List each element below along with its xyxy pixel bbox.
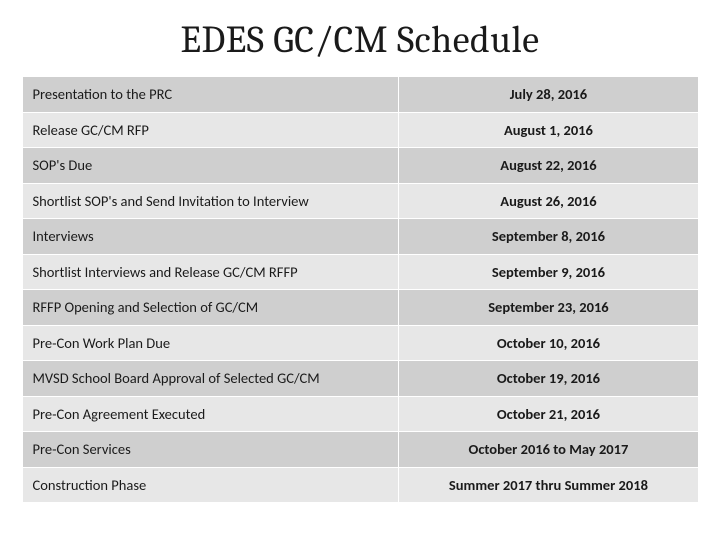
table-row: MVSD School Board Approval of Selected G… — [22, 361, 698, 397]
table-row: Presentation to the PRC July 28, 2016 — [22, 77, 698, 113]
task-cell: Pre-Con Services — [22, 432, 399, 468]
date-cell: September 9, 2016 — [399, 254, 698, 290]
date-cell: September 8, 2016 — [399, 219, 698, 255]
schedule-body: Presentation to the PRC July 28, 2016 Re… — [22, 77, 698, 503]
task-cell: Shortlist SOP's and Send Invitation to I… — [22, 183, 399, 219]
date-cell: October 10, 2016 — [399, 325, 698, 361]
task-cell: Presentation to the PRC — [22, 77, 399, 113]
task-cell: SOP's Due — [22, 148, 399, 184]
date-cell: July 28, 2016 — [399, 77, 698, 113]
task-cell: Shortlist Interviews and Release GC/CM R… — [22, 254, 399, 290]
date-cell: October 2016 to May 2017 — [399, 432, 698, 468]
table-row: Interviews September 8, 2016 — [22, 219, 698, 255]
task-cell: RFFP Opening and Selection of GC/CM — [22, 290, 399, 326]
table-row: Shortlist SOP's and Send Invitation to I… — [22, 183, 698, 219]
date-cell: August 22, 2016 — [399, 148, 698, 184]
table-row: SOP's Due August 22, 2016 — [22, 148, 698, 184]
table-row: Release GC/CM RFP August 1, 2016 — [22, 112, 698, 148]
date-cell: October 19, 2016 — [399, 361, 698, 397]
task-cell: Construction Phase — [22, 467, 399, 503]
table-row: Pre-Con Agreement Executed October 21, 2… — [22, 396, 698, 432]
table-row: Shortlist Interviews and Release GC/CM R… — [22, 254, 698, 290]
table-row: RFFP Opening and Selection of GC/CM Sept… — [22, 290, 698, 326]
date-cell-highlight: October 21, 2016 — [399, 396, 698, 432]
date-cell: August 1, 2016 — [399, 112, 698, 148]
table-row: Pre-Con Services October 2016 to May 201… — [22, 432, 698, 468]
date-cell: September 23, 2016 — [399, 290, 698, 326]
date-cell: Summer 2017 thru Summer 2018 — [399, 467, 698, 503]
date-cell: August 26, 2016 — [399, 183, 698, 219]
task-cell: Release GC/CM RFP — [22, 112, 399, 148]
table-row: Pre-Con Work Plan Due October 10, 2016 — [22, 325, 698, 361]
page-title: EDES GC/CM Schedule — [0, 18, 720, 62]
task-cell: Pre-Con Agreement Executed — [22, 396, 399, 432]
task-cell: Interviews — [22, 219, 399, 255]
table-row: Construction Phase Summer 2017 thru Summ… — [22, 467, 698, 503]
slide: EDES GC/CM Schedule Presentation to the … — [0, 0, 720, 540]
schedule-table: Presentation to the PRC July 28, 2016 Re… — [22, 76, 699, 503]
task-cell: MVSD School Board Approval of Selected G… — [22, 361, 399, 397]
task-cell: Pre-Con Work Plan Due — [22, 325, 399, 361]
